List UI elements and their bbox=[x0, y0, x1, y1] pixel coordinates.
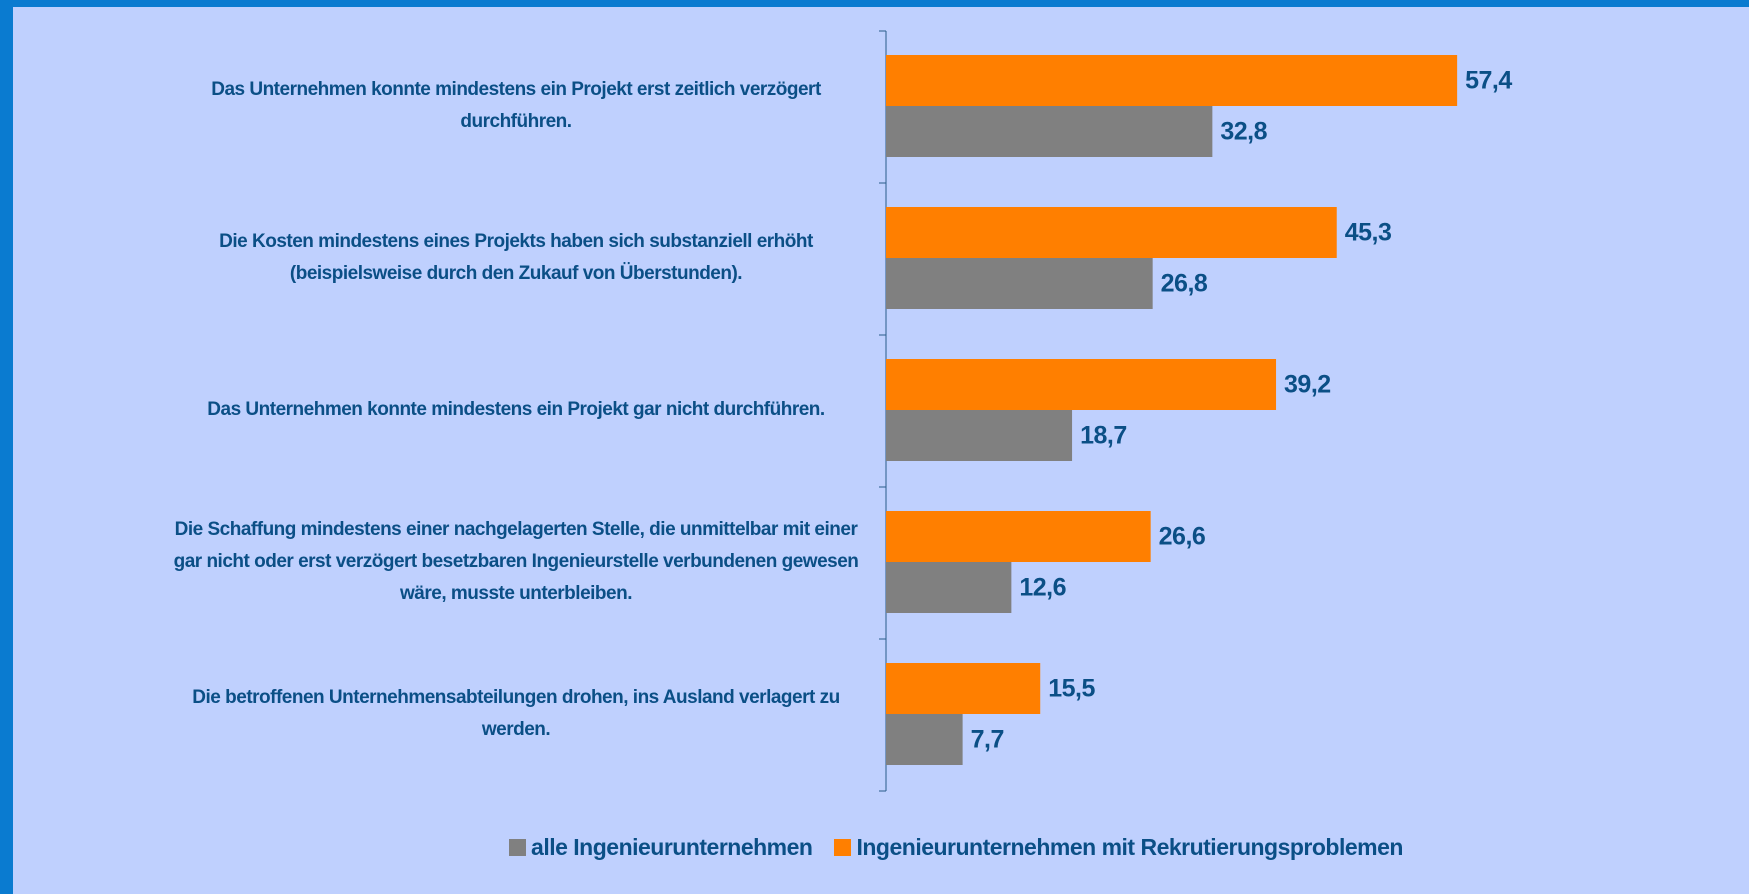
legend-item: Ingenieurunternehmen mit Rekrutierungspr… bbox=[834, 834, 1403, 861]
value-label: 39,2 bbox=[1284, 370, 1331, 398]
plot-area bbox=[879, 30, 1458, 792]
legend-label: alle Ingenieurunternehmen bbox=[531, 834, 813, 860]
value-label: 26,6 bbox=[1158, 522, 1206, 550]
bar bbox=[886, 410, 1073, 461]
value-label: 57,4 bbox=[1465, 66, 1512, 94]
bar bbox=[886, 359, 1277, 410]
legend-swatch bbox=[509, 839, 527, 856]
value-label: 7,7 bbox=[970, 725, 1005, 753]
legend-label: Ingenieurunternehmen mit Rekrutierungspr… bbox=[856, 834, 1403, 860]
bar bbox=[886, 55, 1458, 106]
value-label: 15,5 bbox=[1048, 674, 1095, 702]
category-label: Die Schaffung mindestens einer nachgelag… bbox=[173, 519, 859, 604]
bar bbox=[886, 714, 963, 765]
value-label: 18,7 bbox=[1080, 421, 1127, 449]
bar bbox=[886, 258, 1153, 309]
bar bbox=[886, 562, 1012, 613]
category-label: Das Unternehmen konnte mindestens ein Pr… bbox=[207, 399, 825, 420]
bar bbox=[886, 207, 1337, 258]
bar bbox=[886, 663, 1041, 714]
legend-item: alle Ingenieurunternehmen bbox=[509, 834, 813, 861]
value-label: 45,3 bbox=[1344, 218, 1392, 246]
value-label: 12,6 bbox=[1019, 573, 1067, 601]
value-label: 26,8 bbox=[1160, 269, 1208, 297]
legend-swatch bbox=[834, 839, 852, 856]
bar bbox=[886, 106, 1213, 157]
category-label: Das Unternehmen konnte mindestens ein Pr… bbox=[211, 79, 821, 132]
legend: alle Ingenieurunternehmen Ingenieuruntern… bbox=[13, 834, 1749, 861]
category-label: Die Kosten mindestens eines Projekts hab… bbox=[219, 231, 813, 284]
value-label: 32,8 bbox=[1220, 117, 1268, 145]
bar bbox=[886, 511, 1151, 562]
category-label: Die betroffenen Unternehmensabteilungen … bbox=[192, 687, 840, 740]
